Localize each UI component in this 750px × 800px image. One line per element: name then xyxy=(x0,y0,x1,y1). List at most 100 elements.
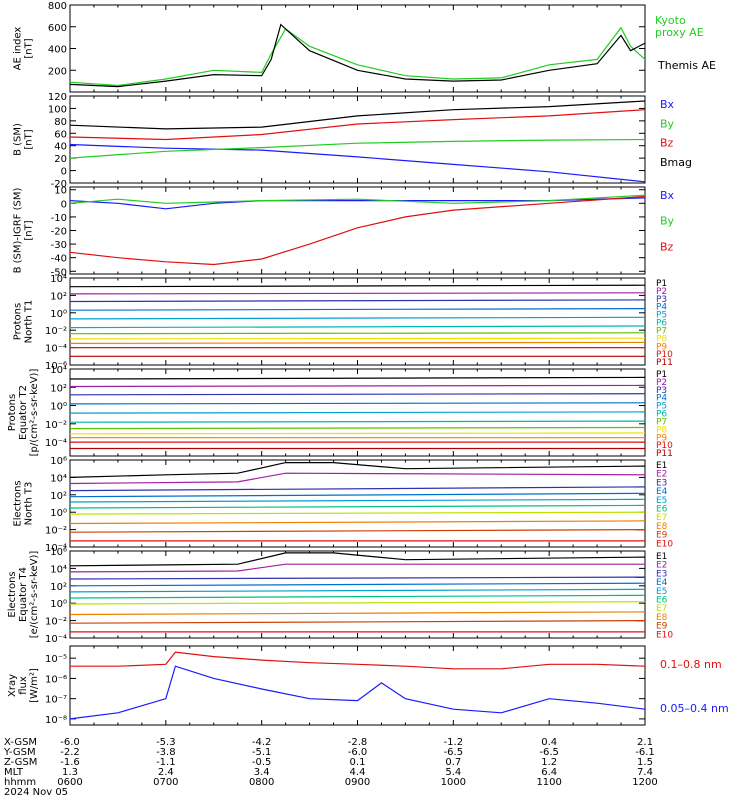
y-tick-label: 10⁻⁸ xyxy=(45,715,67,726)
panel-frame-1 xyxy=(69,4,646,93)
series-line-e1 xyxy=(69,552,646,567)
y-tick-label: 10 xyxy=(54,186,67,197)
x-axis-value: -1.2 xyxy=(444,737,464,748)
y-tick-label: 800 xyxy=(48,1,67,12)
y-axis-label: Electrons North T3 xyxy=(13,480,35,526)
x-axis-value: 6.4 xyxy=(541,767,557,778)
legend-label: E7 xyxy=(656,604,667,614)
legend-label: E8 xyxy=(656,613,668,623)
y-axis-label: Xray flux [W/m²] xyxy=(7,668,40,703)
x-axis-value: 7.4 xyxy=(637,767,653,778)
y-tick-label: 10⁻⁶ xyxy=(45,361,67,372)
legend-label: Bx xyxy=(660,98,675,111)
series-line-p7 xyxy=(69,426,646,430)
legend-label: Bmag xyxy=(660,156,692,169)
y-tick-label: 10⁻² xyxy=(45,617,67,628)
x-axis-value: 1.5 xyxy=(637,757,653,768)
y-tick-label: 10⁴ xyxy=(50,274,67,285)
x-axis-value: 0.4 xyxy=(541,737,557,748)
series-line-by xyxy=(69,138,646,159)
series-line-e5 xyxy=(69,588,646,593)
y-tick-label: -30 xyxy=(51,240,67,251)
legend-label: By xyxy=(660,215,675,228)
y-tick-label: 120 xyxy=(48,92,67,103)
y-axis-label-line: flux xyxy=(18,676,29,695)
legend-label: Kyoto xyxy=(655,14,686,27)
series-line-e8 xyxy=(69,611,646,616)
series-line-e7 xyxy=(69,511,646,515)
y-tick-label: 10² xyxy=(50,383,67,394)
series-line-0-1-0-8-nm xyxy=(70,651,646,670)
y-axis-label-line: [nT] xyxy=(24,220,35,240)
y-tick-label: 10⁻² xyxy=(45,526,67,537)
x-axis-value: 0600 xyxy=(57,777,82,788)
series-line-bx xyxy=(69,143,646,183)
legend-label: E2 xyxy=(656,561,667,571)
series-line-e6 xyxy=(69,594,646,599)
y-axis-label-line: B (SM)-IGRF (SM) xyxy=(13,188,24,274)
series-line-p5 xyxy=(69,316,646,320)
y-tick-label: 100 xyxy=(48,104,67,115)
y-tick-label: 10⁻² xyxy=(45,420,67,431)
series-line-e8 xyxy=(69,520,646,525)
legend-label: Bx xyxy=(660,189,675,202)
y-axis-label-line: [e/(cm²-s-sr-keV)] xyxy=(29,551,40,639)
y-axis-label-line: [nT] xyxy=(24,129,35,149)
legend-label: P10 xyxy=(656,350,673,360)
series-line-kyoto-proxy-ae xyxy=(69,26,646,87)
y-tick-label: 20 xyxy=(54,154,67,165)
series-line-p7 xyxy=(69,332,646,335)
legend-label: P7 xyxy=(656,417,667,427)
legend-label: E1 xyxy=(656,552,667,562)
x-axis-value: -6.1 xyxy=(635,747,655,758)
y-tick-label: 10⁴ xyxy=(50,473,67,484)
series-line-e3 xyxy=(69,576,646,580)
series-line-p2 xyxy=(69,292,646,295)
series-line-e1 xyxy=(69,462,646,478)
y-tick-label: 200 xyxy=(48,66,67,77)
x-axis-value: 0.1 xyxy=(350,757,366,768)
series-line-e9 xyxy=(69,528,646,533)
y-tick-label: 10⁻⁴ xyxy=(45,543,67,554)
y-tick-label: -50 xyxy=(51,267,67,278)
x-axis-value: 1000 xyxy=(441,777,466,788)
series-line-p9 xyxy=(69,341,646,344)
y-tick-label: 10⁻⁶ xyxy=(45,674,67,685)
x-axis-value: -1.6 xyxy=(60,757,80,768)
y-tick-label: -20 xyxy=(51,227,67,238)
x-axis-value: 1100 xyxy=(536,777,561,788)
legend-label: P5 xyxy=(656,402,667,412)
y-axis-label-line: Equator T4 xyxy=(18,567,29,622)
legend-label: Bz xyxy=(660,137,674,150)
series-line-p1 xyxy=(69,376,646,380)
x-axis-value: 4.4 xyxy=(350,767,366,778)
y-tick-label: 40 xyxy=(54,142,67,153)
x-axis-value: 1200 xyxy=(632,777,657,788)
panel-frame-4 xyxy=(69,277,646,366)
x-axis-value: -6.5 xyxy=(444,747,464,758)
x-axis-value: 3.4 xyxy=(254,767,270,778)
panel-frame-8 xyxy=(69,645,646,726)
legend-label: E10 xyxy=(656,630,673,640)
legend-label: 0.1–0.8 nm xyxy=(660,658,722,671)
legend-label: E5 xyxy=(656,496,667,506)
y-tick-label: 10⁰ xyxy=(50,599,67,610)
legend-label: P5 xyxy=(656,311,667,321)
x-axis-row-label: MLT xyxy=(4,767,24,778)
y-tick-label: 80 xyxy=(54,117,67,128)
legend-label: E4 xyxy=(656,487,668,497)
series-line-p4 xyxy=(69,402,646,405)
x-axis-value: -6.0 xyxy=(348,747,368,758)
y-tick-label: 10⁶ xyxy=(50,456,67,467)
series-line-p8 xyxy=(69,432,646,435)
x-axis-value: -5.3 xyxy=(156,737,176,748)
y-tick-label: -40 xyxy=(51,254,67,265)
legend-label: P4 xyxy=(656,394,667,404)
legend-label: E8 xyxy=(656,522,668,532)
legend-label: P2 xyxy=(656,287,667,297)
legend-label: E9 xyxy=(656,531,668,541)
y-axis-label-line: Protons xyxy=(13,303,24,340)
series-line-e9 xyxy=(69,619,646,624)
y-tick-label: -10 xyxy=(51,213,67,224)
series-line-p2 xyxy=(69,384,646,388)
